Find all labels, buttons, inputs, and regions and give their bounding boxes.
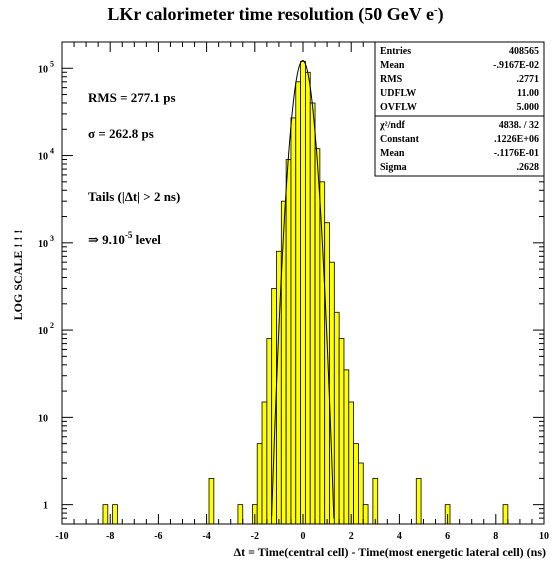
stats-value: -.9167E-02 bbox=[493, 60, 539, 71]
stats-value: -.1176E-01 bbox=[494, 148, 539, 159]
stats-label: OVFLW bbox=[380, 102, 417, 113]
statistics-box: Entries 408565 Mean -.9167E-02 RMS .2771 UDFLW… bbox=[374, 41, 545, 177]
rms-annotation: RMS = 277.1 ps bbox=[88, 90, 176, 105]
histogram-bar bbox=[280, 200, 287, 525]
level-annotation: ⇒ 9.10-5 level bbox=[88, 230, 161, 247]
chart-title: LKr calorimeter time resolution (50 GeV … bbox=[107, 4, 444, 24]
x-tick-label: 8 bbox=[493, 531, 498, 542]
histogram-bar bbox=[102, 504, 109, 525]
x-tick-label: 4 bbox=[397, 531, 402, 542]
histogram-bar bbox=[502, 504, 509, 525]
sigma-annotation: σ = 262.8 ps bbox=[88, 126, 154, 141]
stats-value: 11.00 bbox=[517, 88, 539, 99]
y-tick-label: 10 bbox=[38, 326, 48, 337]
histogram-bar bbox=[348, 401, 355, 525]
y-tick-label: 1 bbox=[43, 501, 48, 512]
histogram-bar bbox=[285, 159, 292, 525]
y-axis-label: LOG SCALE ! ! ! bbox=[11, 230, 25, 321]
stats-box-frame bbox=[374, 41, 545, 177]
histogram-bar bbox=[112, 504, 118, 525]
histogram-bar bbox=[261, 401, 268, 525]
histogram-bar bbox=[338, 338, 345, 525]
x-tick-label: 2 bbox=[349, 531, 354, 542]
x-tick-label: -6 bbox=[154, 531, 162, 542]
histogram-bar bbox=[300, 60, 306, 525]
gaussian-fit-curve bbox=[271, 60, 335, 519]
stats-value: 4838. / 32 bbox=[499, 120, 539, 131]
x-axis-label: Δt = Time(central cell) - Time(most ener… bbox=[234, 545, 546, 559]
histogram-bar bbox=[353, 443, 359, 525]
x-tick-label: 10 bbox=[539, 531, 549, 542]
x-tick-label: -8 bbox=[106, 531, 114, 542]
histogram-bar bbox=[362, 504, 369, 525]
stats-label: RMS bbox=[380, 74, 403, 85]
y-tick-exponent: 4 bbox=[50, 147, 54, 156]
y-tick-exponent: 5 bbox=[50, 59, 54, 68]
x-tick-label: -4 bbox=[202, 531, 210, 542]
histogram-bar bbox=[266, 338, 273, 525]
x-tick-label: -2 bbox=[251, 531, 259, 542]
histogram-bar bbox=[290, 117, 297, 525]
histogram-bar bbox=[343, 369, 350, 525]
y-tick-label: 10 bbox=[38, 64, 48, 75]
histogram-bar bbox=[415, 477, 422, 525]
histogram-bar bbox=[237, 504, 244, 525]
stats-value: .1226E+06 bbox=[494, 134, 539, 145]
stats-label: Constant bbox=[380, 134, 420, 145]
y-tick-exponent: 3 bbox=[50, 234, 54, 243]
tails-annotation: Tails (|Δt| > 2 ns) bbox=[88, 189, 180, 204]
y-tick-exponent: 2 bbox=[50, 321, 54, 330]
x-tick-label: 0 bbox=[301, 531, 306, 542]
histogram-bar bbox=[329, 261, 335, 525]
stats-value: .2628 bbox=[517, 162, 540, 173]
stats-value: .2771 bbox=[517, 74, 540, 85]
y-tick-label: 10 bbox=[38, 239, 48, 250]
histogram-bar bbox=[372, 477, 379, 525]
x-tick-label: -10 bbox=[55, 531, 68, 542]
stats-label: Mean bbox=[380, 60, 405, 71]
histogram-bar bbox=[358, 462, 364, 525]
stats-label: Mean bbox=[380, 148, 405, 159]
stats-label: UDFLW bbox=[380, 88, 416, 99]
histogram-bar bbox=[305, 71, 311, 525]
stats-label: χ²/ndf bbox=[379, 120, 406, 131]
y-tick-label: 10 bbox=[38, 152, 48, 163]
histogram-bar bbox=[309, 102, 316, 525]
stats-label: Sigma bbox=[380, 162, 407, 173]
stats-value: 5.000 bbox=[517, 102, 540, 113]
y-tick-label: 10 bbox=[38, 413, 48, 424]
histogram-bar bbox=[208, 477, 215, 525]
histogram-bar bbox=[333, 311, 340, 525]
stats-value: 408565 bbox=[509, 46, 539, 57]
histogram-bar bbox=[314, 148, 321, 525]
stats-label: Entries bbox=[380, 46, 411, 57]
histogram-bar bbox=[295, 81, 301, 525]
histogram-bar bbox=[256, 443, 263, 525]
x-tick-label: 6 bbox=[445, 531, 450, 542]
